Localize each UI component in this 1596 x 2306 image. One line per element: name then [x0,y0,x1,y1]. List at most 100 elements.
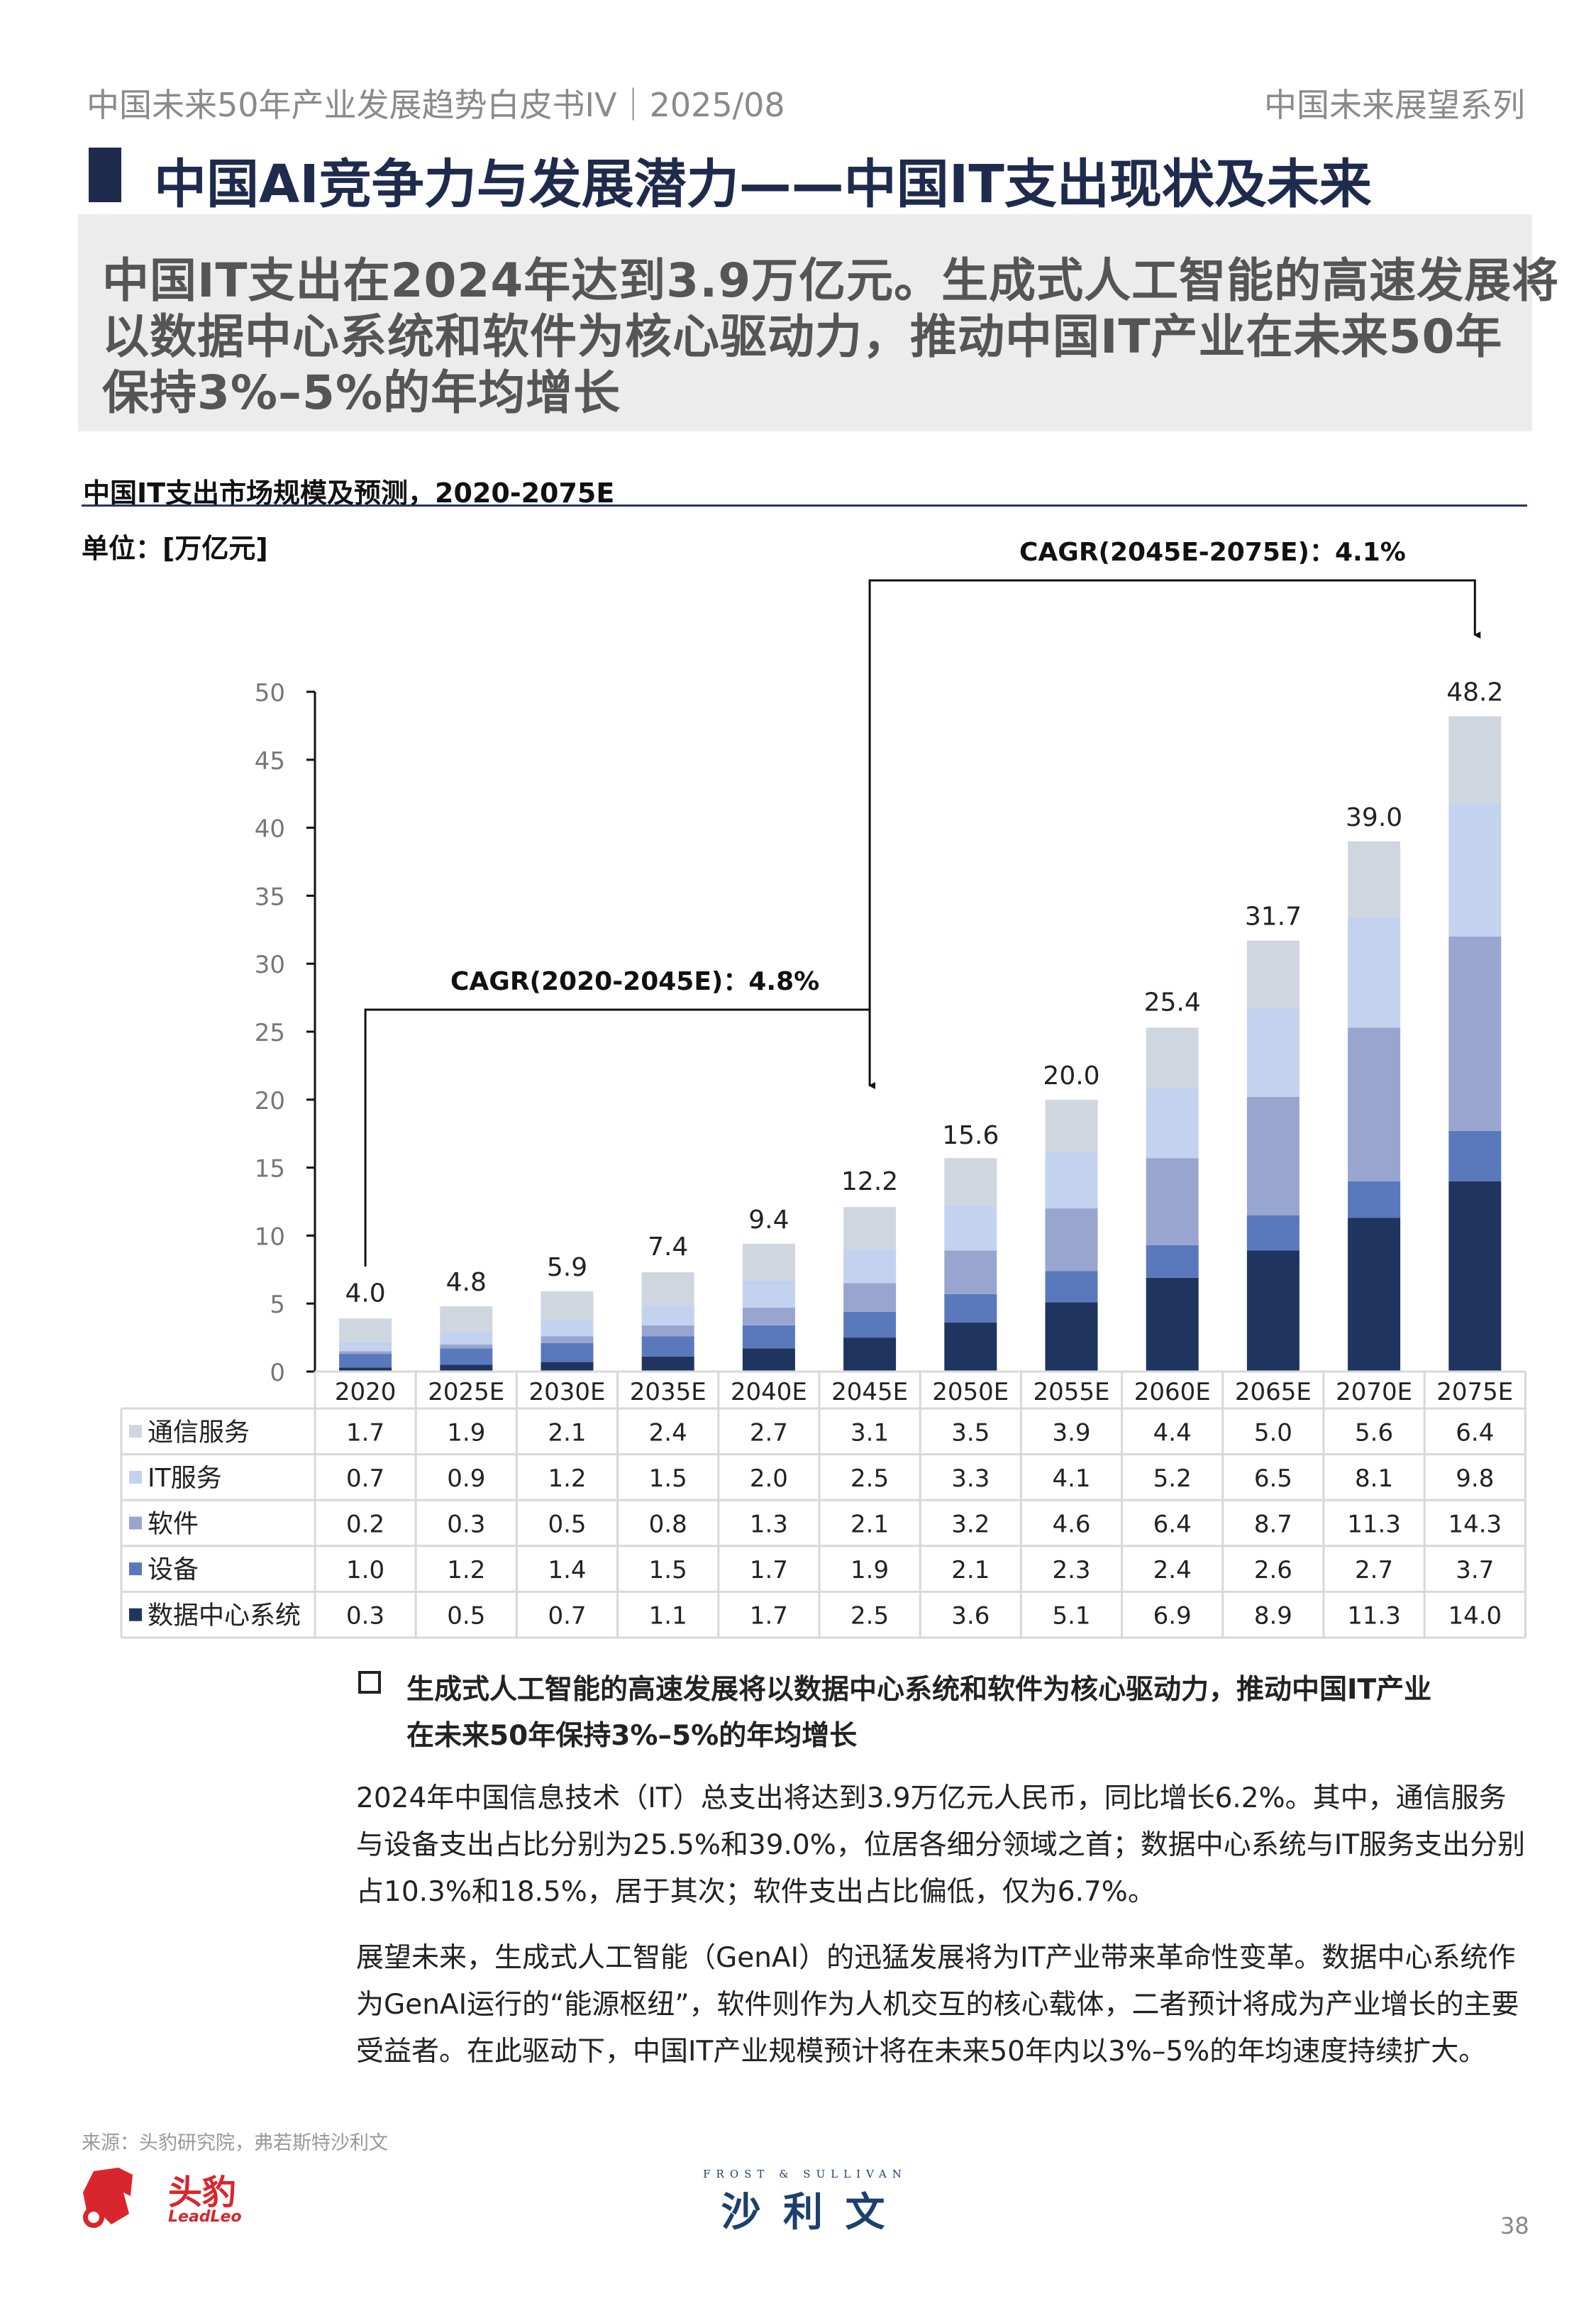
table-cell: 11.3 [1347,1511,1401,1539]
y-tick-label: 15 [255,1155,285,1184]
series-header: 中国未来展望系列 [1264,86,1525,124]
leopard-icon [83,2168,133,2228]
bar-segment-通信服务 [944,1158,997,1206]
table-cell: 1.3 [750,1511,788,1539]
table-cell: 1.2 [548,1464,586,1493]
legend-label: 设备 [148,1555,199,1584]
title-marker [89,148,121,202]
bar-segment-通信服务 [742,1243,795,1281]
total-label: 39.0 [1346,803,1402,832]
legend-label: 数据中心系统 [148,1601,301,1631]
bar-segment-通信服务 [1448,716,1502,804]
table-cell: 0.3 [346,1602,384,1631]
table-cell: 0.2 [346,1511,384,1539]
y-tick-label: 25 [255,1019,285,1047]
bar-segment-通信服务 [440,1306,493,1333]
table-cell: 0.7 [346,1464,384,1493]
table-cell: 1.5 [649,1464,687,1493]
bar-segment-软件 [541,1336,594,1343]
bar-segment-IT服务 [1348,917,1401,1028]
y-tick-label: 5 [270,1291,285,1319]
bar-segment-设备 [641,1336,694,1357]
frost-cn: 沙 利 文 [721,2190,890,2236]
bar-segment-IT服务 [1246,1008,1299,1097]
bar-segment-数据中心系统 [742,1348,795,1372]
bar-segment-数据中心系统 [944,1323,997,1372]
bar-segment-数据中心系统 [339,1367,392,1372]
table-cell: 5.6 [1355,1418,1393,1447]
total-label: 25.4 [1144,988,1201,1017]
bar-segment-软件 [1348,1027,1401,1181]
bar-segment-通信服务 [1348,841,1401,918]
bar-segment-数据中心系统 [641,1356,694,1372]
bar-segment-数据中心系统 [1348,1218,1401,1372]
checkbox-bullet-icon [358,1671,381,1694]
summary-line: 以数据中心系统和软件为核心驱动力，推动中国IT产业在未来50年 [102,309,1503,364]
report-header: 中国未来50年产业发展趋势白皮书IV｜2025/08 [87,86,785,124]
table-cell: 8.1 [1355,1464,1393,1493]
table-cell: 14.3 [1448,1511,1502,1539]
table-cell: 0.7 [548,1602,586,1631]
table-cell: 2.3 [1052,1556,1090,1584]
table-cell: 0.5 [548,1511,586,1539]
table-cell: 11.3 [1347,1602,1401,1631]
bar-segment-设备 [1146,1245,1199,1278]
table-cell: 0.8 [649,1511,687,1539]
x-category-label: 2045E [831,1378,908,1406]
table-cell: 3.9 [1052,1418,1090,1447]
bar-segment-IT服务 [1448,803,1502,937]
y-tick-label: 30 [255,951,285,979]
page-title: 中国AI竞争力与发展潜力——中国IT支出现状及未来 [154,154,1372,215]
table-cell: 2.5 [850,1602,889,1631]
table-cell: 3.1 [850,1418,889,1447]
source-note: 来源：头豹研究院，弗若斯特沙利文 [82,2132,388,2154]
table-cell: 2.5 [850,1464,889,1493]
table-cell: 6.4 [1153,1511,1192,1539]
table-cell: 2.4 [1153,1556,1192,1584]
table-cell: 4.4 [1153,1418,1192,1447]
table-cell: 1.9 [850,1556,889,1584]
bar-segment-软件 [440,1344,493,1349]
bar-segment-设备 [742,1325,795,1349]
x-category-label: 2055E [1033,1378,1109,1406]
leadleo-cn: 头豹 [168,2173,237,2212]
table-cell: 8.9 [1254,1602,1292,1631]
chart-title: 中国IT支出市场规模及预测，2020-2075E [83,478,615,509]
bar-segment-软件 [742,1307,795,1325]
chart-title-rule [82,504,1527,507]
y-tick-label: 20 [255,1087,285,1115]
cagr-label: CAGR(2020-2045E)：4.8% [450,967,819,996]
bar-segment-软件 [843,1283,897,1312]
bar-segment-IT服务 [339,1341,392,1352]
bullet-line: 在未来50年保持3%–5%的年均增长 [406,1720,858,1752]
bar-segment-IT服务 [1146,1087,1199,1159]
paragraph: 2024年中国信息技术（IT）总支出将达到3.9万亿元人民币，同比增长6.2%。… [356,1782,1526,1908]
table-cell: 5.2 [1153,1464,1192,1493]
bar-segment-设备 [1348,1181,1401,1218]
total-label: 48.2 [1446,678,1503,707]
table-cell: 2.6 [1254,1556,1292,1584]
legend-swatch-软件 [129,1516,142,1530]
frost-sullivan-logo: FROST & SULLIVAN 沙 利 文 [692,2168,919,2239]
total-label: 7.4 [648,1232,688,1262]
summary-box: 中国IT支出在2024年达到3.9万亿元。生成式人工智能的高速发展将 以数据中心… [78,214,1558,431]
table-cell: 9.8 [1456,1464,1494,1493]
x-category-label: 2075E [1436,1378,1513,1406]
table-cell: 1.7 [346,1418,384,1447]
x-category-label: 2050E [932,1378,1009,1406]
total-label: 5.9 [547,1253,587,1282]
x-category-label: 2065E [1235,1378,1312,1406]
bar-segment-通信服务 [1045,1099,1098,1153]
paragraph: 展望未来，生成式人工智能（GenAI）的迅猛发展将为IT产业带来革命性变革。数据… [356,1942,1519,2068]
bar-segment-软件 [1146,1158,1199,1245]
bar-segment-软件 [1045,1208,1098,1271]
bar-segment-软件 [641,1325,694,1337]
leadleo-en: LeadLeo [168,2208,242,2226]
bar-segment-IT服务 [641,1305,694,1325]
leadleo-logo: 头豹 LeadLeo [79,2164,250,2235]
stacked-bar-chart: 0 5 10 15 20 25 30 35 40 45 50 4.0 4.8 5.9 7.4 9.4 12.2… [120,538,1526,1639]
legend-swatch-设备 [129,1562,142,1576]
table-cell: 3.6 [951,1602,990,1631]
bar-segment-IT服务 [541,1320,594,1337]
table-cell: 3.7 [1456,1556,1494,1584]
